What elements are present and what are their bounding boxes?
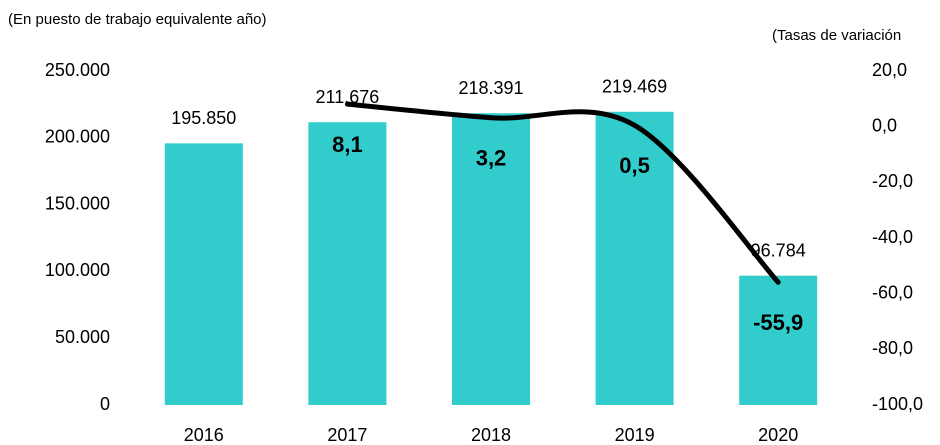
line [344,101,781,285]
line-value-label: 0,5 [619,153,650,178]
y-tick-label: 200.000 [45,127,110,147]
y2-tick-label: -80,0 [872,338,913,358]
y-tick-label: 100.000 [45,260,110,280]
x-tick-label: 2017 [327,425,367,445]
y2-tick-label: 0,0 [872,115,897,135]
y-tick-label: 0 [100,394,110,414]
y-tick-label: 250.000 [45,60,110,80]
bar [595,111,674,405]
line-value-label: 8,1 [332,132,363,157]
x-tick-label: 2019 [615,425,655,445]
y2-tick-label: 20,0 [872,60,907,80]
bar [164,143,243,405]
x-tick-label: 2016 [184,425,224,445]
bar [452,113,530,406]
bar-value-label: 195.850 [171,108,236,128]
right-axis-note: (Tasas de variación [772,27,901,44]
bar-value-label: 218.391 [458,78,523,98]
y2-tick-label: -60,0 [872,282,913,302]
y-tick-label: 50.000 [55,327,110,347]
x-tick-label: 2020 [758,425,798,445]
y2-tick-label: -40,0 [872,227,913,247]
left-axis-note: (En puesto de trabajo equivalente año) [8,11,267,28]
y2-tick-label: -20,0 [872,171,913,191]
y-tick-label: 150.000 [45,193,110,213]
line-value-label: 3,2 [476,146,507,171]
bar-value-label: 219.469 [602,77,667,97]
line-value-label: -55,9 [753,310,803,335]
y2-tick-label: -100,0 [872,394,923,414]
bar-value-label: 96.784 [751,240,806,260]
bar [308,122,387,405]
bar [739,275,818,405]
bar-value-label: 211.676 [316,87,380,107]
x-tick-label: 2018 [471,425,511,445]
